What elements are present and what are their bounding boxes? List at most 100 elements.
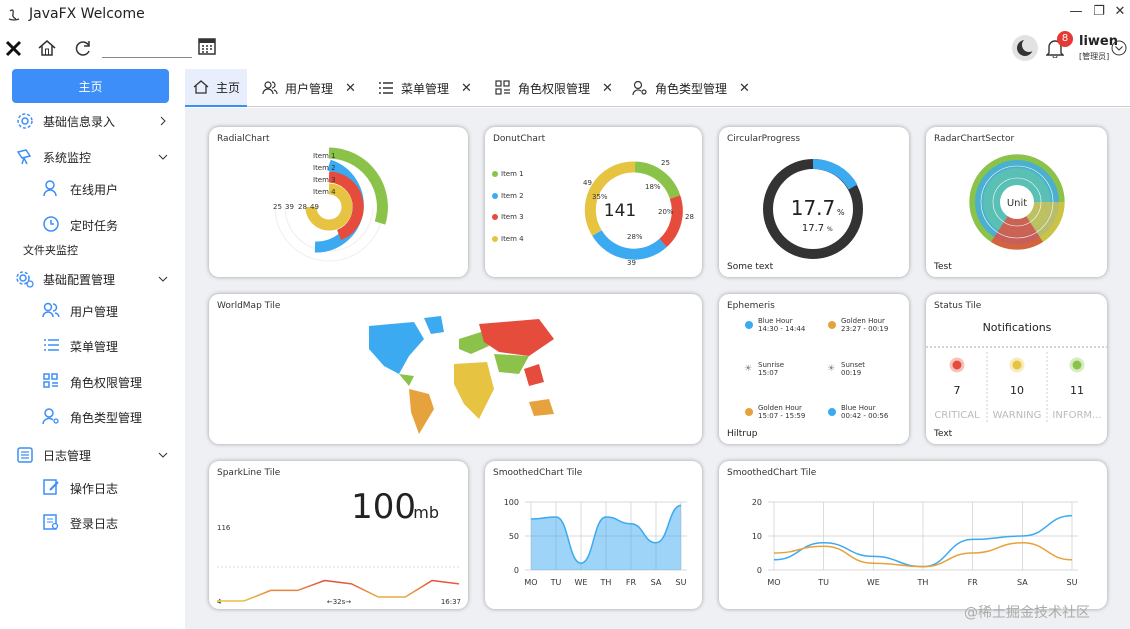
- blue-hour-icon: [745, 321, 753, 329]
- sidebar-item-log-mgmt[interactable]: 日志管理: [12, 438, 169, 472]
- tab-role-perm[interactable]: 角色权限管理 ✕: [495, 69, 613, 107]
- close-window-button[interactable]: ✕: [1114, 4, 1126, 19]
- smoothed-chart-tile-1: SmoothedChart Tile 100 50 0 MO TU WE TH FR SA SU: [485, 461, 702, 609]
- document-search-icon: [43, 514, 59, 530]
- ephemeris-time: 15:07 - 15:59: [758, 412, 805, 420]
- users-icon: [42, 302, 60, 318]
- gear-icon: [17, 113, 33, 129]
- x-tick-label: SU: [676, 578, 687, 587]
- tile-title: RadialChart: [217, 134, 270, 144]
- sidebar-item-scheduled[interactable]: 定时任务: [40, 207, 180, 241]
- y-tick-label: 20: [752, 498, 762, 507]
- close-tab-icon[interactable]: ✕: [461, 80, 472, 96]
- blue-hour-icon: [828, 408, 836, 416]
- status-tile: Status Tile Notifications 7 10 11 CRITIC…: [926, 294, 1107, 444]
- sidebar-item-basic-config[interactable]: 基础配置管理: [12, 262, 169, 296]
- user-name[interactable]: liwen: [1079, 34, 1118, 49]
- grid-icon: [495, 80, 510, 95]
- radar-chart: Unit: [968, 153, 1066, 251]
- status-count: 7: [954, 384, 961, 397]
- sparkline-chart: 100 mb 116 4 ←32s→ 16:37: [217, 487, 461, 606]
- x-tick-label: WE: [575, 578, 588, 587]
- sidebar-item-label: 角色权限管理: [70, 376, 143, 390]
- smoothed-chart-tile-2: SmoothedChart Tile 20 10 0 MO TU WE TH FR SA SU: [719, 461, 1107, 609]
- tile-title: SmoothedChart Tile: [727, 468, 817, 478]
- tab-home[interactable]: 主页: [185, 69, 247, 107]
- sidebar: 主页 基础信息录入 系统监控 在线用户 定时任务 文件夹监控 基础配置管理 用户…: [0, 69, 185, 629]
- donut-center-value: 141: [604, 201, 636, 221]
- sunset-icon: ☀: [827, 364, 835, 374]
- theme-toggle-button[interactable]: [1012, 35, 1038, 61]
- sidebar-item-label: 角色类型管理: [70, 411, 143, 425]
- x-tick-label: TH: [600, 578, 612, 587]
- notification-badge: 8: [1057, 31, 1073, 47]
- x-tick-label: SA: [1017, 578, 1028, 587]
- smoothed-line-chart: 20 10 0 MO TU WE TH FR SA SU: [752, 498, 1078, 587]
- sidebar-item-user-mgmt[interactable]: 用户管理: [40, 293, 180, 327]
- chevron-down-icon: [158, 452, 168, 458]
- sidebar-item-op-log[interactable]: 操作日志: [40, 470, 180, 504]
- sidebar-item-monitor[interactable]: 系统监控: [12, 140, 169, 174]
- ephemeris-tile: Ephemeris Blue Hour 14:30 - 14:44 Golden…: [719, 294, 909, 444]
- sidebar-item-label: 用户管理: [70, 305, 119, 319]
- refresh-icon[interactable]: [73, 38, 93, 58]
- config-icon: [16, 271, 34, 288]
- minimize-button[interactable]: —: [1069, 4, 1083, 19]
- sidebar-item-basic-input[interactable]: 基础信息录入: [12, 104, 169, 138]
- sidebar-item-role-perm[interactable]: 角色权限管理: [40, 364, 180, 398]
- home-icon[interactable]: [37, 38, 57, 58]
- close-tab-icon[interactable]: ✕: [602, 80, 613, 96]
- radial-chart: Item 1 Item 2 Item 3 Item 4 25 39 28 49: [273, 147, 388, 262]
- sidebar-item-online-users[interactable]: 在线用户: [40, 171, 180, 205]
- close-tab-icon[interactable]: ✕: [345, 80, 356, 96]
- radial-item-label: Item 1: [313, 152, 336, 160]
- tab-bar: 主页 用户管理 ✕ 菜单管理 ✕ 角色权限管理 ✕ 角色类型管理 ✕: [185, 69, 1130, 107]
- circular-progress-tile: CircularProgress 17.7 % 17.7 % Some text: [719, 127, 909, 277]
- collapse-menu-icon[interactable]: [4, 38, 24, 58]
- tile-title: Ephemeris: [727, 301, 775, 311]
- donut-slice-item4: [584, 161, 636, 236]
- radial-value-label: 49: [310, 203, 319, 211]
- y-tick-label: 0: [514, 566, 519, 575]
- sidebar-item-home[interactable]: 主页: [12, 69, 169, 103]
- world-map: [369, 316, 554, 434]
- monitor-icon: [16, 149, 32, 165]
- sparkline-tile: SparkLine Tile 100 mb 116 4 ←32s→ 16:37: [209, 461, 468, 609]
- ephemeris-time: 00:42 - 00:56: [841, 412, 889, 420]
- sparkline-unit: mb: [413, 503, 439, 522]
- user-menu-chevron-icon[interactable]: [1111, 40, 1127, 56]
- progress-unit: %: [837, 208, 845, 217]
- restore-button[interactable]: ❐: [1093, 4, 1105, 19]
- calendar-icon[interactable]: [197, 36, 217, 56]
- golden-hour-icon: [828, 321, 836, 329]
- sidebar-item-label: 定时任务: [70, 219, 119, 233]
- dashboard-content: RadialChart Item 1 Item 2 Item 3 Item 4 …: [185, 108, 1130, 629]
- x-tick-label: FR: [968, 578, 979, 587]
- close-tab-icon[interactable]: ✕: [739, 80, 750, 96]
- y-tick-label: 10: [752, 532, 762, 541]
- status-count: 10: [1010, 384, 1024, 397]
- tile-footer: Hiltrup: [727, 429, 758, 439]
- list-icon: [379, 82, 393, 94]
- user-role: [管理员]: [1079, 52, 1110, 61]
- sidebar-item-folder-monitor[interactable]: 文件夹监控: [23, 244, 78, 257]
- sidebar-item-login-log[interactable]: 登录日志: [40, 505, 180, 539]
- tab-menu-mgmt[interactable]: 菜单管理 ✕: [378, 69, 472, 107]
- search-input[interactable]: [102, 36, 192, 58]
- tab-role-type[interactable]: 角色类型管理 ✕: [632, 69, 750, 107]
- chevron-down-icon: [158, 154, 168, 160]
- ephemeris-name: Blue Hour: [841, 404, 876, 412]
- x-tick-label: TU: [550, 578, 562, 587]
- sidebar-item-role-type[interactable]: 角色类型管理: [40, 399, 180, 433]
- x-tick-label: TH: [917, 578, 929, 587]
- donut-value-label: 49: [583, 179, 592, 187]
- radial-item-label: Item 4: [313, 188, 336, 196]
- tile-title: WorldMap Tile: [217, 301, 281, 311]
- status-label: CRITICAL: [934, 410, 980, 421]
- sidebar-item-menu-mgmt[interactable]: 菜单管理: [40, 328, 180, 362]
- window-title: JavaFX Welcome: [29, 5, 145, 22]
- tab-user-mgmt[interactable]: 用户管理 ✕: [262, 69, 356, 107]
- ephemeris-name: Sunset: [841, 361, 865, 369]
- donut-legend-label: Item 1: [501, 170, 524, 178]
- donut-chart-tile: DonutChart Item 1 Item 2 Item 3 Item 4 1…: [485, 127, 702, 277]
